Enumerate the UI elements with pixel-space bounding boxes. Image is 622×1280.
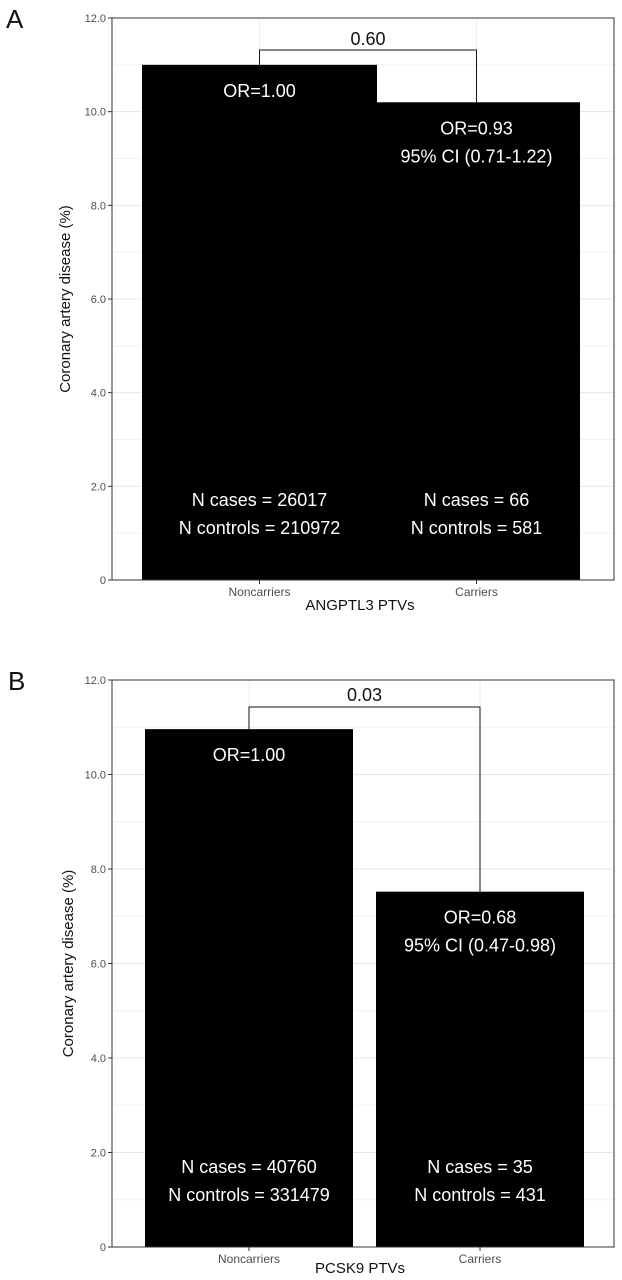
y-tick-label: 12.0: [85, 675, 106, 687]
plot-border: [111, 17, 615, 581]
y-tick-label: 10.0: [85, 770, 106, 782]
chart-panel-b: B 0 2.0 4.0 6.0 8.0 10.0 12.0 OR=1.00 N cases = 4…: [8, 666, 615, 1277]
bar-label-top: OR=1.00: [213, 745, 286, 765]
x-tick-label: Noncarriers: [218, 1252, 280, 1266]
bar-noncarriers: [142, 64, 377, 581]
plot-border: [111, 679, 615, 1248]
y-tick-label: 4.0: [91, 1053, 106, 1065]
bar-label-top: 95% CI (0.47-0.98): [404, 936, 556, 956]
y-tick-label: 12.0: [85, 13, 106, 25]
y-tick-label: 10.0: [85, 107, 106, 119]
y-tick-label: 8.0: [91, 200, 106, 212]
bar-label-bottom: N controls = 331479: [168, 1185, 330, 1205]
x-tick-label: Carriers: [459, 1252, 502, 1266]
x-tick-label: Carriers: [455, 585, 498, 599]
significance-bracket: [259, 49, 477, 103]
bar-label-bottom: N cases = 26017: [192, 490, 328, 510]
y-axis-title: Coronary artery disease (%): [57, 205, 74, 393]
y-axis-title: Coronary artery disease (%): [60, 870, 77, 1058]
bar-carriers: [376, 891, 584, 1247]
bar-label-bottom: N controls = 210972: [179, 518, 341, 538]
bar-noncarriers: [145, 729, 353, 1247]
bar-label-bottom: N controls = 431: [414, 1185, 546, 1205]
y-tick-label: 2.0: [91, 1148, 106, 1160]
bar-label-top: OR=0.68: [444, 908, 517, 928]
p-value-label: 0.03: [347, 685, 382, 705]
chart-panel-a: A 0 2.0 4.0 6.0 8.0 10.0 12.0 OR=1.00 N cases = 2…: [6, 4, 615, 614]
bar-label-bottom: N controls = 581: [411, 518, 543, 538]
x-tick-label: Noncarriers: [228, 585, 290, 599]
significance-bracket: [248, 706, 481, 892]
x-axis-title: PCSK9 PTVs: [315, 1260, 405, 1277]
bar-label-bottom: N cases = 66: [424, 490, 530, 510]
bar-label-top: OR=1.00: [223, 81, 296, 101]
bar-label-top: OR=0.93: [440, 118, 513, 138]
y-tick-label: 6.0: [91, 959, 106, 971]
bar-carriers: [373, 102, 580, 581]
panel-letter: B: [8, 666, 25, 696]
p-value-label: 0.60: [350, 29, 385, 49]
x-axis-title: ANGPTL3 PTVs: [305, 597, 414, 614]
y-tick-label: 4.0: [91, 388, 106, 400]
bar-label-bottom: N cases = 35: [427, 1157, 533, 1177]
panel-letter: A: [6, 4, 24, 34]
y-tick-label: 0: [100, 575, 106, 587]
y-tick-label: 6.0: [91, 294, 106, 306]
y-tick-label: 2.0: [91, 481, 106, 493]
bar-label-bottom: N cases = 40760: [181, 1157, 317, 1177]
y-tick-label: 8.0: [91, 864, 106, 876]
y-tick-label: 0: [100, 1242, 106, 1254]
bar-label-top: 95% CI (0.71-1.22): [400, 146, 552, 166]
